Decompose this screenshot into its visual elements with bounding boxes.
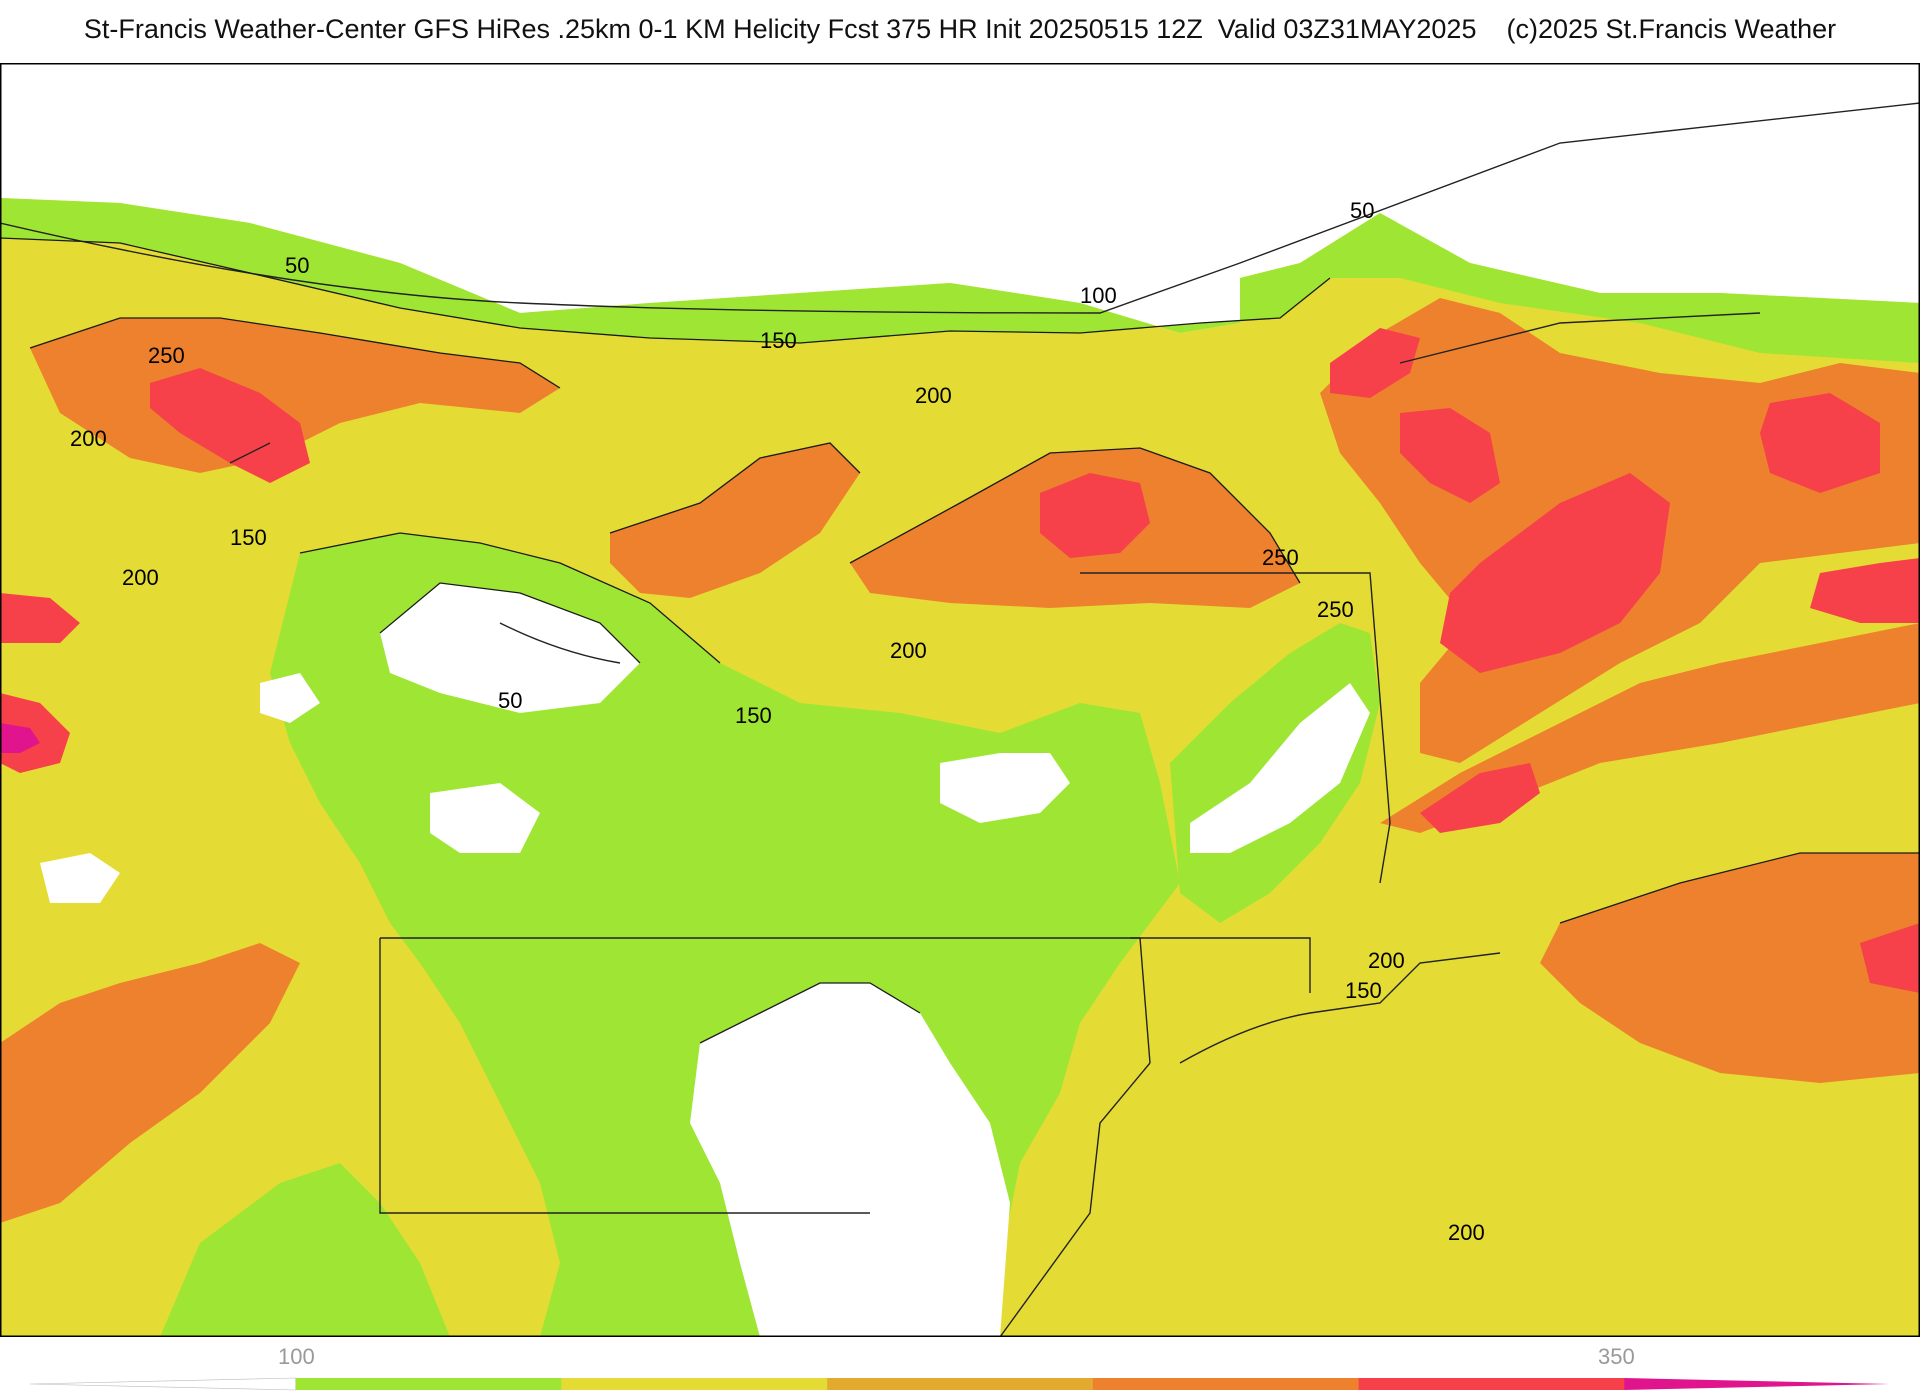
contour-label: 100 [1080, 283, 1117, 308]
legend-swatch [561, 1378, 828, 1390]
north-green-band [0, 198, 1920, 363]
legend-label-min: 100 [278, 1344, 315, 1369]
contour-label: 250 [1317, 597, 1354, 622]
northwest-white-blob [380, 583, 640, 713]
ne-red-core-5 [1810, 558, 1920, 623]
color-legend: 100 350 [29, 1344, 1890, 1391]
north-central-orange [610, 443, 860, 598]
contour-label-group: 50 100 150 200 250 50 150 200 50 100 200… [70, 198, 1485, 1245]
boundary-lines [0, 102, 1920, 1337]
contour-label: 150 [230, 525, 267, 550]
southwest-orange [0, 943, 300, 1223]
east-white-blob [1190, 683, 1370, 853]
contour-label: 50 [1350, 198, 1374, 223]
ne-red-core-4 [1760, 393, 1880, 493]
central-white-region [690, 983, 1010, 1337]
west-white-blob [260, 673, 320, 723]
contour-label: 250 [1262, 545, 1299, 570]
west-red-core [0, 593, 80, 643]
contour-label: 250 [148, 343, 185, 368]
helicity-map: 50 100 150 200 250 50 150 200 50 100 200… [0, 63, 1920, 1337]
legend-label-max: 350 [1598, 1344, 1635, 1369]
north-central-red-core [1040, 473, 1150, 558]
contour-label: 200 [70, 426, 107, 451]
contour-label: 200 [915, 383, 952, 408]
map-title: St-Francis Weather-Center GFS HiRes .25k… [83, 14, 1837, 44]
map-frame [0, 63, 1920, 1337]
legend-ramp [29, 1377, 1890, 1391]
legend-swatch [1624, 1378, 1890, 1390]
west-magenta-core [0, 723, 40, 753]
contour-lines [0, 237, 1920, 1044]
northwest-orange-band [30, 318, 560, 473]
contour-label: 150 [735, 703, 772, 728]
se-red-core [1860, 923, 1920, 993]
legend-swatch [29, 1377, 297, 1391]
legend-swatch [827, 1378, 1094, 1390]
legend-swatch [295, 1378, 562, 1390]
southwest-green-region [160, 1163, 450, 1337]
contour-label: 50 [498, 688, 522, 713]
contour-label: 50 [285, 253, 309, 278]
contour-label: 150 [1345, 978, 1382, 1003]
contour-label: 200 [890, 638, 927, 663]
contour-label: 150 [760, 328, 797, 353]
southeast-orange [1540, 853, 1920, 1083]
coast-red-core [1420, 763, 1540, 833]
west-white-blob-2 [430, 783, 540, 853]
north-white-region [0, 63, 1920, 333]
center-white-blob [940, 753, 1070, 823]
nw-red-core [150, 368, 310, 483]
far-west-white-blob [40, 853, 120, 903]
ne-red-core-2 [1400, 408, 1500, 503]
ne-red-core-3 [1440, 473, 1670, 673]
legend-swatch [1092, 1378, 1360, 1390]
contour-label: 200 [122, 565, 159, 590]
contour-label: 200 [1448, 1220, 1485, 1245]
contour-label: 200 [1368, 948, 1405, 973]
ne-red-core-1 [1330, 328, 1420, 398]
legend-swatch [1358, 1378, 1625, 1390]
